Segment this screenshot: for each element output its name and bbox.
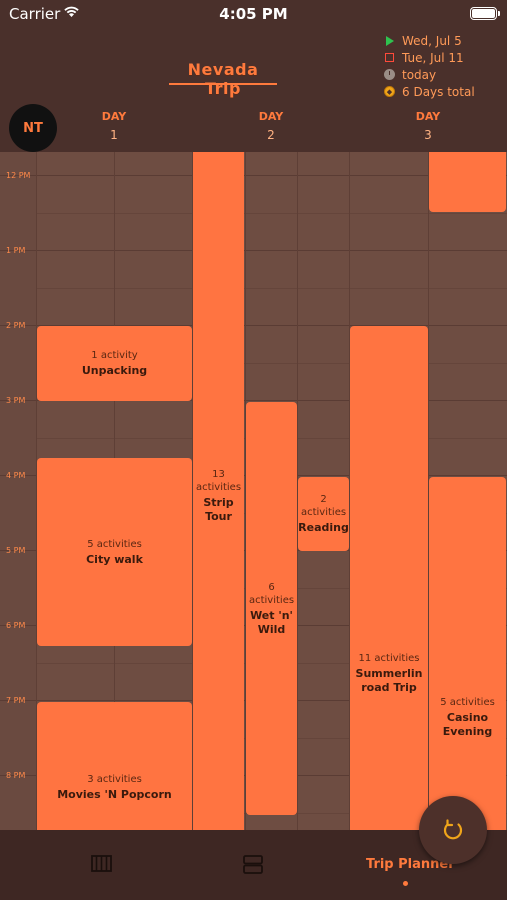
clock-time: 4:05 PM (219, 5, 288, 23)
event-count: 5 activities (440, 696, 495, 708)
tab-trip-planner[interactable]: Trip Planner (366, 857, 455, 872)
hour-label: 6 PM (6, 621, 26, 630)
hour-label: 5 PM (6, 546, 26, 555)
start-date: Wed, Jul 5 (402, 33, 462, 48)
active-tab-indicator (403, 881, 408, 886)
day-header-2[interactable]: DAY 2 (241, 110, 301, 142)
column-divider (36, 152, 37, 830)
refresh-button[interactable] (419, 796, 487, 864)
day-number: 1 (110, 128, 118, 142)
event-name: Strip Tour (203, 496, 234, 523)
hour-line (0, 250, 507, 251)
event-block[interactable]: 11 activities Summerlin road Trip (350, 326, 428, 830)
coin-icon: ◆ (383, 85, 396, 98)
event-name: Wet 'n' Wild (250, 608, 293, 636)
event-name: Summerlin road Trip (355, 667, 423, 694)
day-header-1[interactable]: DAY 1 (84, 110, 144, 142)
status-bar: Carrier 4:05 PM (0, 0, 507, 28)
event-count: 3 activities (87, 773, 142, 785)
columns-icon[interactable] (91, 855, 112, 872)
event-block[interactable]: 1 activity Unpacking (37, 326, 192, 401)
event-block[interactable]: 5 activities Casino Evening (429, 477, 506, 830)
event-name: City walk (86, 552, 143, 566)
hour-line (0, 325, 507, 326)
stop-icon (383, 51, 396, 64)
day-header-3[interactable]: DAY 3 (398, 110, 458, 142)
play-icon (383, 34, 396, 47)
today-row: today (383, 66, 475, 83)
avatar[interactable]: NT (9, 104, 57, 152)
event-name: Casino Evening (442, 710, 493, 738)
total-row: ◆ 6 Days total (383, 83, 475, 100)
start-date-row: Wed, Jul 5 (383, 32, 475, 49)
total-days: 6 Days total (402, 84, 475, 99)
column-divider (245, 152, 246, 830)
time-column (0, 152, 36, 830)
half-hour-line (36, 363, 507, 364)
refresh-icon (443, 819, 463, 840)
event-count: 1 activity (91, 350, 138, 361)
hour-label: 8 PM (6, 771, 26, 780)
carrier-label: Carrier (9, 5, 61, 23)
column-divider (349, 152, 350, 830)
day-label: DAY (415, 110, 441, 123)
hour-line (0, 175, 507, 176)
event-block[interactable]: 3 activities Movies 'N Popcorn (37, 702, 192, 830)
event-block[interactable]: 5 activities City walk (37, 458, 192, 646)
rows-icon[interactable] (243, 855, 263, 874)
calendar-grid[interactable]: 12 PM 1 PM 2 PM 3 PM 4 PM 5 PM 6 PM 7 PM… (0, 152, 507, 830)
event-name: Movies 'N Popcorn (57, 787, 172, 801)
column-divider (428, 152, 429, 830)
hour-label: 3 PM (6, 396, 26, 405)
hour-label: 12 PM (6, 171, 31, 180)
title-underline (169, 83, 277, 85)
event-block[interactable]: 2 activities Reading (298, 477, 349, 551)
clock-icon (383, 68, 396, 81)
day-label: DAY (258, 110, 284, 123)
end-date-row: Tue, Jul 11 (383, 49, 475, 66)
hour-label: 2 PM (6, 321, 26, 330)
half-hour-line (36, 288, 507, 289)
hour-line (0, 400, 507, 401)
battery-icon (470, 7, 500, 20)
event-count: 11 activities (358, 653, 420, 664)
event-block[interactable] (429, 152, 506, 212)
today-label: today (402, 67, 437, 82)
trip-title[interactable]: Nevada Trip (187, 60, 259, 98)
hour-label: 1 PM (6, 246, 26, 255)
event-name: Reading (298, 521, 349, 534)
event-name: Unpacking (81, 364, 148, 377)
trip-meta: Wed, Jul 5 Tue, Jul 11 today ◆ 6 Days to… (383, 32, 475, 100)
event-count: 5 activities (87, 538, 142, 550)
event-block[interactable]: 13 activities Strip Tour (193, 152, 244, 830)
column-divider (297, 152, 298, 830)
day-number: 2 (267, 128, 275, 142)
end-date: Tue, Jul 11 (402, 50, 464, 65)
day-number: 3 (424, 128, 432, 142)
event-count: 2 activities (300, 494, 347, 518)
column-divider (192, 152, 193, 830)
event-count: 6 activities (248, 581, 295, 606)
hour-label: 4 PM (6, 471, 26, 480)
event-block[interactable]: 6 activities Wet 'n' Wild (246, 402, 297, 815)
half-hour-line (36, 213, 507, 214)
hour-label: 7 PM (6, 696, 26, 705)
day-label: DAY (101, 110, 127, 123)
event-count: 13 activities (195, 469, 242, 493)
wifi-icon (64, 6, 79, 17)
